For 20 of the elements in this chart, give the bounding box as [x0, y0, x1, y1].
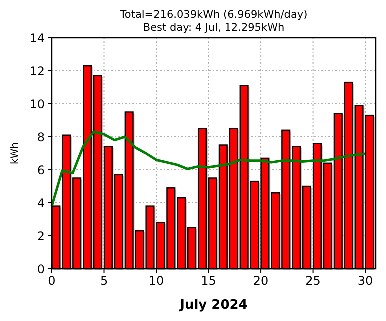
y-axis-title: kWh [10, 142, 21, 165]
line-series [50, 130, 367, 208]
x-tick-label: 30 [358, 274, 374, 288]
y-tick-label: 2 [37, 230, 45, 244]
y-tick-label: 6 [37, 164, 45, 178]
x-tick-label: 10 [148, 274, 164, 288]
y-tick-label: 4 [37, 196, 45, 210]
y-tick-label: 8 [37, 130, 45, 144]
x-tick-label: 20 [253, 274, 269, 288]
y-tick-label: 10 [30, 98, 45, 112]
x-tick-label: 0 [48, 274, 56, 288]
y-tick-label: 14 [30, 32, 45, 46]
chart-subtitle: Best day: 4 Jul, 12.295kWh [143, 22, 285, 34]
chart-title: Total=216.039kWh (6.969kWh/day) [119, 9, 308, 21]
y-tick-label: 12 [30, 64, 45, 78]
x-tick-label: 5 [100, 274, 108, 288]
x-tick-label: 15 [201, 274, 216, 288]
x-axis-title: July 2024 [179, 298, 248, 313]
y-tick-label: 0 [37, 262, 45, 276]
x-tick-label: 25 [306, 274, 321, 288]
